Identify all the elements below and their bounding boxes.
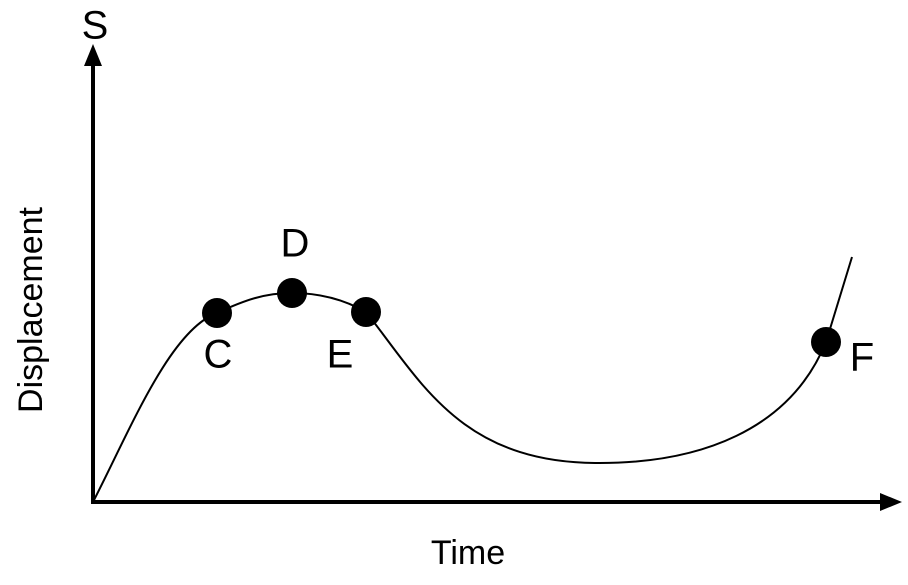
displacement-curve [92, 256, 853, 503]
x-axis-label: Time [431, 534, 505, 572]
y-axis-label: Displacement [12, 206, 50, 413]
point-e [351, 297, 381, 327]
point-c [202, 298, 232, 328]
x-axis-arrow [880, 493, 902, 511]
point-label: D [281, 222, 310, 266]
y-axis-arrow [84, 44, 102, 66]
point-label: F [850, 336, 874, 380]
point-label: C [204, 333, 233, 377]
point-f [811, 327, 841, 357]
y-axis-symbol: S [82, 4, 109, 48]
point-d [277, 278, 307, 308]
point-label: E [327, 333, 354, 377]
